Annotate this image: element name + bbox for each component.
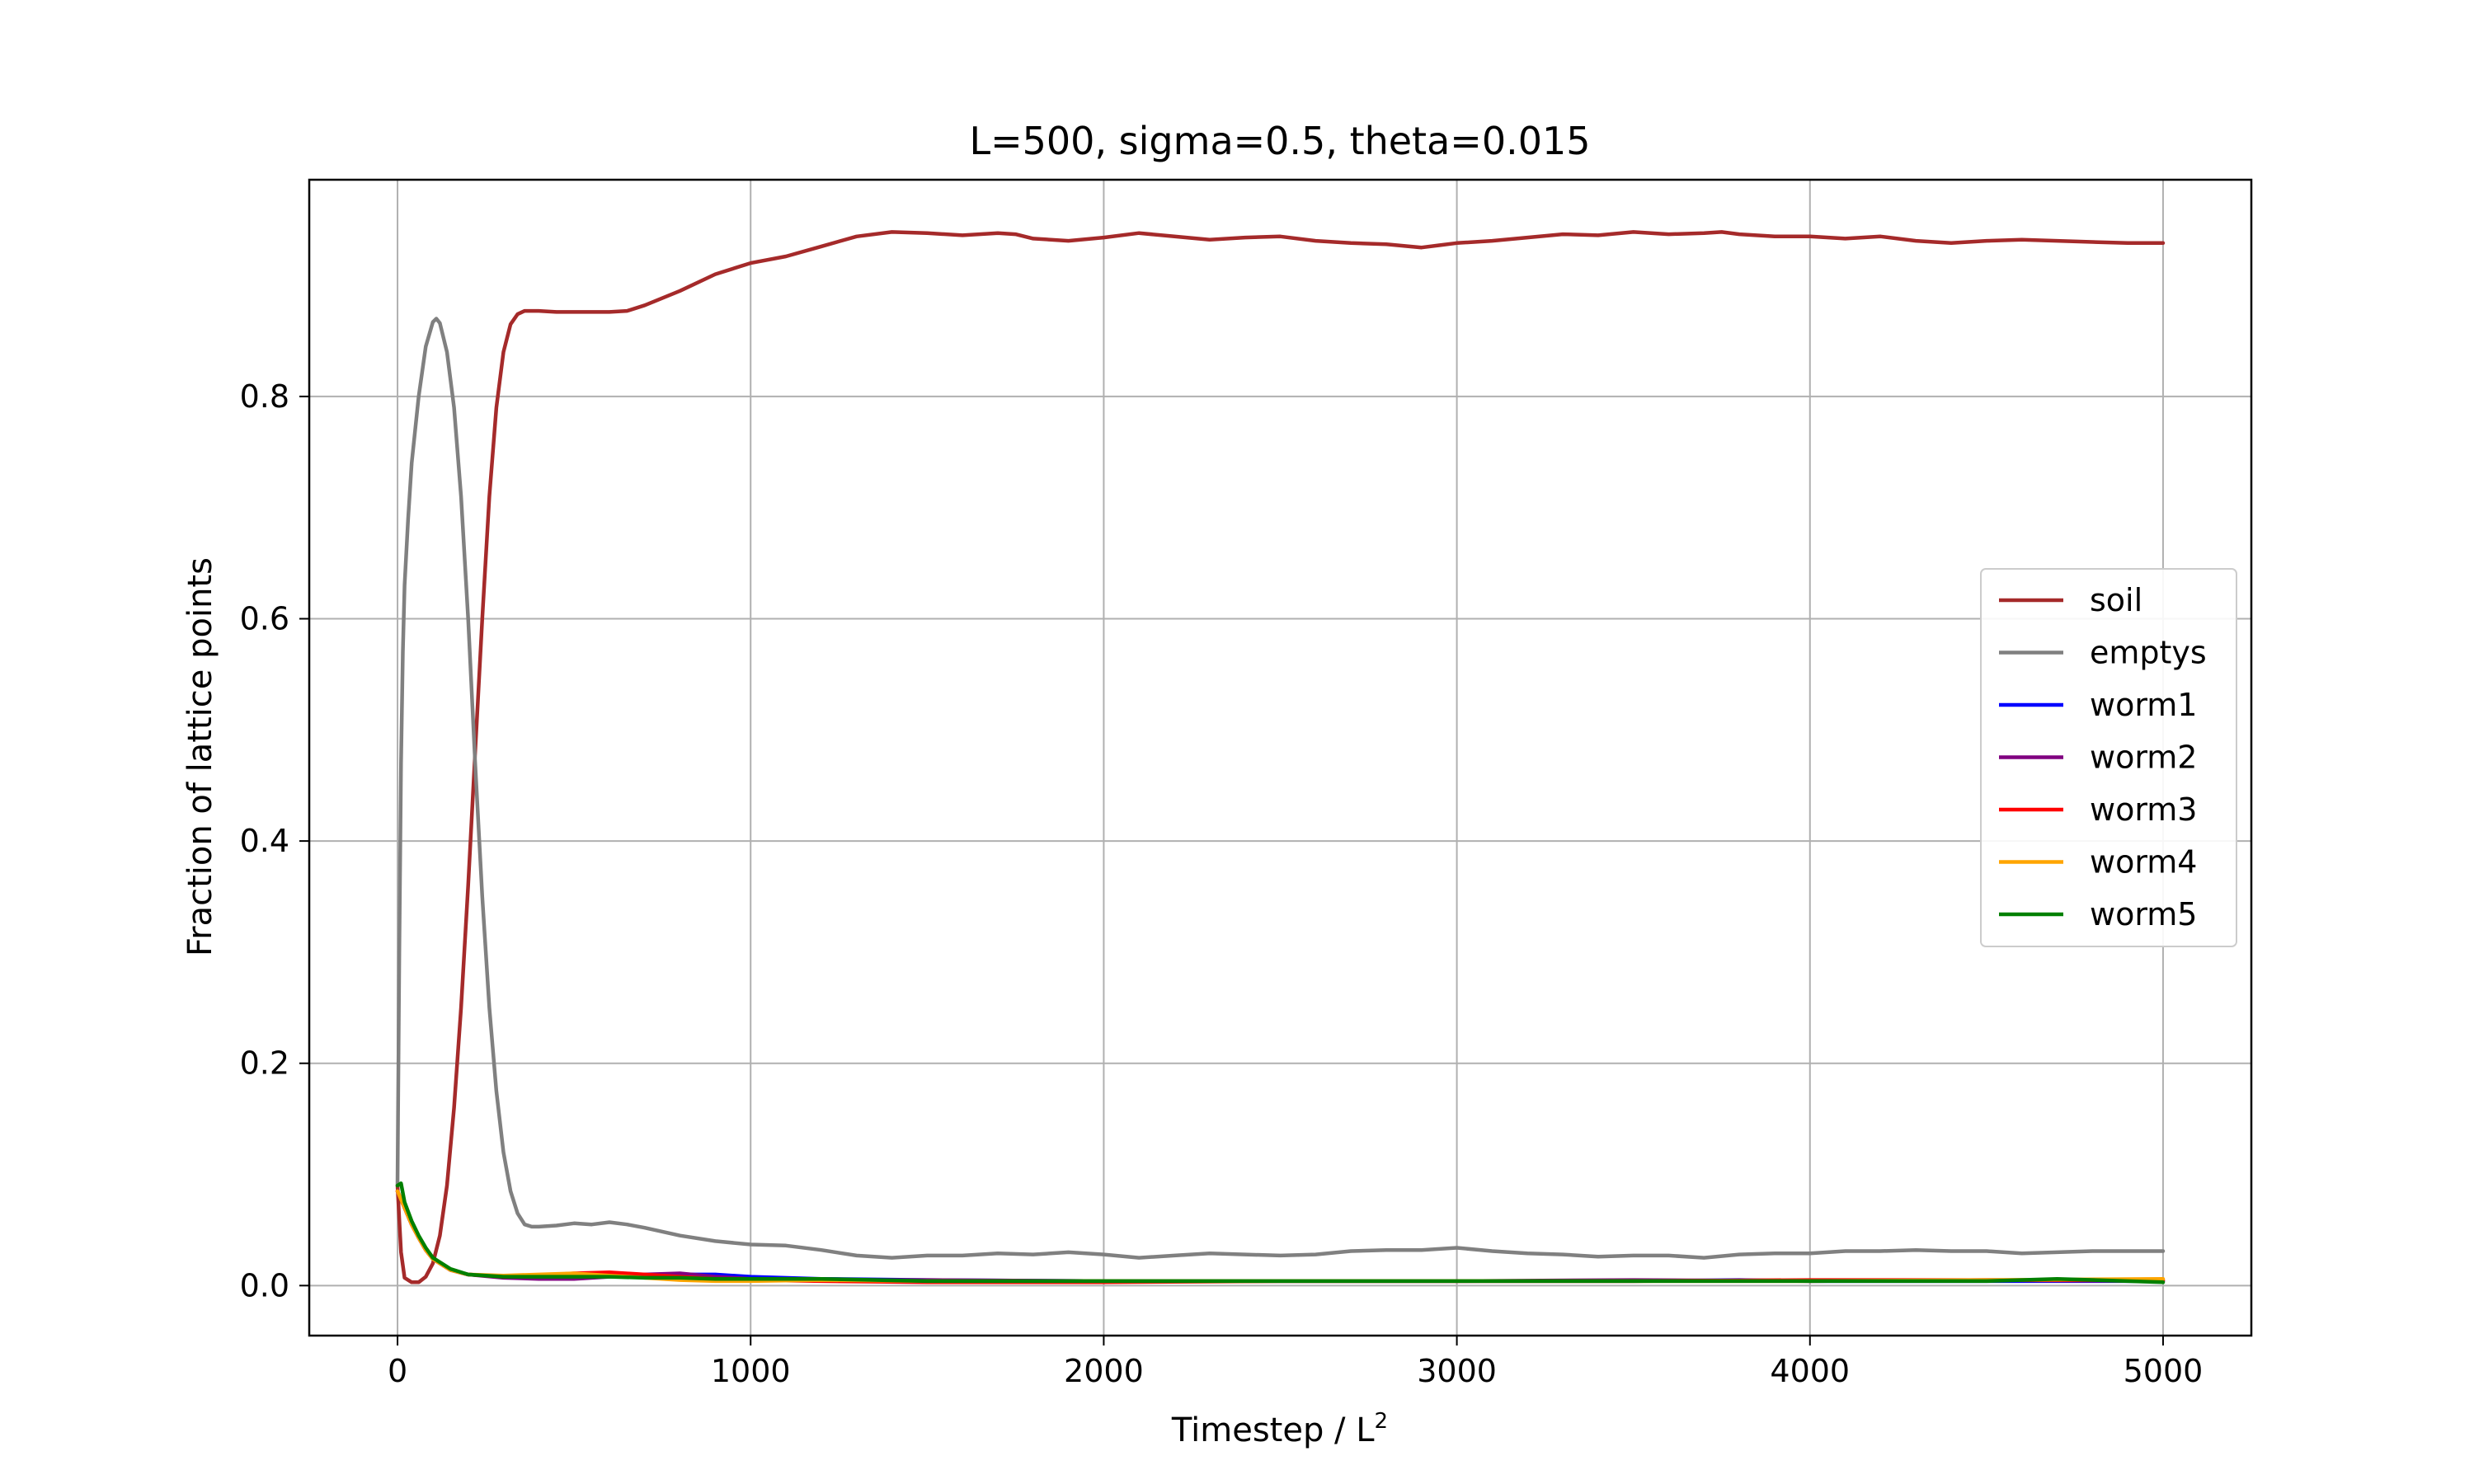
x-tick-label: 3000 (1417, 1353, 1497, 1389)
series-line-emptys (395, 317, 2166, 1260)
x-tick-label: 0 (388, 1353, 407, 1389)
y-tick-label: 0.8 (240, 378, 289, 415)
legend-entries: soil emptys worm1 worm2 worm3 worm4 worm5 (1999, 582, 2207, 932)
y-axis-label: Fraction of lattice points (181, 557, 219, 956)
y-tick-label: 0.2 (240, 1045, 289, 1082)
legend-label-worm3: worm3 (2090, 791, 2197, 828)
series-line-worm5 (395, 1181, 2166, 1284)
grid (309, 180, 2251, 1336)
x-axis-label-superscript: 2 (1375, 1409, 1389, 1434)
legend-label-worm2: worm2 (2090, 740, 2197, 776)
chart-title: L=500, sigma=0.5, theta=0.015 (969, 119, 1590, 163)
y-axis: 0.0 0.2 0.4 0.6 0.8 (240, 378, 309, 1303)
x-tick-label: 1000 (711, 1353, 791, 1389)
legend: soil emptys worm1 worm2 worm3 worm4 worm5 (1980, 568, 2237, 947)
y-tick-label: 0.6 (240, 600, 289, 636)
y-tick-label: 0.4 (240, 823, 289, 859)
legend-label-worm5: worm5 (2090, 896, 2197, 932)
plot-frame (308, 178, 2253, 1337)
x-axis: 0 1000 2000 3000 4000 5000 (388, 1336, 2203, 1389)
legend-label-soil: soil (2090, 582, 2142, 618)
x-tick-label: 2000 (1064, 1353, 1144, 1389)
legend-box (1980, 568, 2237, 947)
legend-label-worm1: worm1 (2090, 687, 2197, 723)
legend-label-emptys: emptys (2090, 635, 2207, 671)
x-tick-label: 5000 (2124, 1353, 2204, 1389)
y-tick-label: 0.0 (240, 1267, 289, 1303)
x-axis-label: Timestep / L2 (1171, 1409, 1388, 1449)
legend-label-worm4: worm4 (2090, 844, 2197, 881)
plot-area-series (395, 230, 2166, 1284)
x-axis-label-text: Timestep / L (1171, 1411, 1375, 1449)
x-tick-label: 4000 (1770, 1353, 1850, 1389)
